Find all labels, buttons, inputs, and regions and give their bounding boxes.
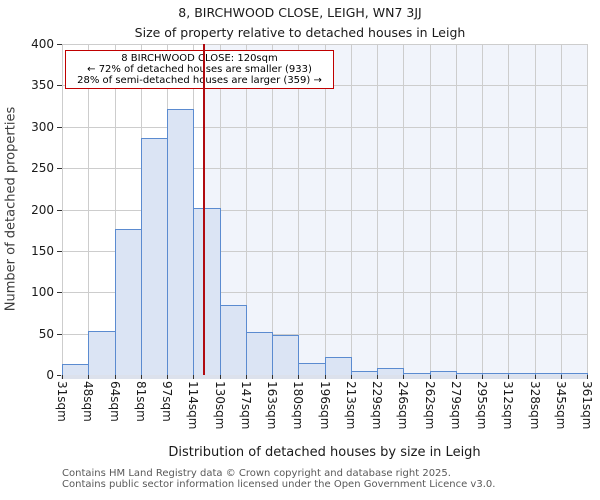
v-gridline <box>324 44 326 375</box>
x-tick-text: 147sqm <box>238 381 253 430</box>
footer: Contains HM Land Registry data © Crown c… <box>62 468 495 490</box>
histogram-bar <box>219 305 247 375</box>
x-tick-text: 279sqm <box>448 381 463 430</box>
x-tick-text: 246sqm <box>396 381 411 430</box>
v-gridline <box>587 44 588 375</box>
x-tick-text: 114sqm <box>186 381 201 430</box>
histogram-bar <box>140 138 168 375</box>
plot-area <box>61 44 588 379</box>
x-axis-label: Distribution of detached houses by size … <box>168 445 481 460</box>
v-gridline <box>534 44 536 375</box>
x-tick-text: 97sqm <box>160 381 174 422</box>
y-tick-label: 50 <box>38 326 54 341</box>
x-tick-text: 130sqm <box>212 381 227 430</box>
annotation-line-3: 28% of semi-detached houses are larger (… <box>77 75 322 86</box>
x-tick-text: 48sqm <box>81 381 96 422</box>
y-tick-label: 350 <box>31 78 54 93</box>
annotation-box: 8 BIRCHWOOD CLOSE: 120sqm ← 72% of detac… <box>65 50 334 89</box>
histogram-bar <box>167 109 195 375</box>
x-tick-text: 328sqm <box>527 381 542 430</box>
x-tick-text: 163sqm <box>265 381 279 430</box>
v-gridline <box>272 44 273 375</box>
histogram-bar <box>377 368 405 375</box>
x-tick-text: 295sqm <box>475 381 489 430</box>
x-tick-text: 180sqm <box>291 381 306 430</box>
histogram-bar <box>88 331 116 375</box>
v-gridline <box>88 44 90 375</box>
histogram-bar <box>298 363 326 375</box>
v-gridline <box>377 44 378 375</box>
x-tick-text: 81sqm <box>133 381 148 422</box>
y-axis-label: Number of detached properties <box>3 106 19 312</box>
x-tick-text: 312sqm <box>501 381 516 430</box>
v-gridline <box>429 44 431 375</box>
v-gridline <box>482 44 483 375</box>
y-tick-label: 0 <box>46 368 54 382</box>
histogram-bar <box>193 208 221 375</box>
histogram-bar <box>324 357 352 375</box>
v-gridline <box>298 44 300 375</box>
histogram-bar <box>560 373 588 375</box>
annotation-line-1: 8 BIRCHWOOD CLOSE: 120sqm <box>121 53 278 64</box>
footer-line-1: Contains HM Land Registry data © Crown c… <box>62 468 451 479</box>
v-gridline <box>114 44 116 375</box>
v-gridline <box>62 44 63 375</box>
x-tick-text: 229sqm <box>370 381 384 430</box>
x-tick-text: 262sqm <box>422 381 437 430</box>
histogram-bar <box>245 332 273 375</box>
x-tick-text: 213sqm <box>343 381 358 430</box>
chart-title: 8, BIRCHWOOD CLOSE, LEIGH, WN7 3JJ <box>178 5 422 20</box>
v-gridline <box>350 44 352 375</box>
v-gridline <box>403 44 405 375</box>
x-tick-text: 361sqm <box>580 381 594 430</box>
histogram-bar <box>62 364 90 375</box>
histogram-bar <box>114 229 142 375</box>
x-tick-text: 345sqm <box>553 381 568 430</box>
x-tick-text: 64sqm <box>107 381 122 422</box>
x-tick-text: 31sqm <box>55 381 69 422</box>
histogram-bar <box>272 335 300 375</box>
property-marker-line <box>202 44 205 375</box>
chart-subtitle: Size of property relative to detached ho… <box>134 25 466 40</box>
annotation-line-2: ← 72% of detached houses are smaller (93… <box>87 64 312 75</box>
v-gridline <box>560 44 562 375</box>
v-gridline <box>245 44 247 375</box>
v-gridline <box>508 44 510 375</box>
footer-line-2: Contains public sector information licen… <box>62 479 496 490</box>
x-tick-text: 196sqm <box>317 381 332 430</box>
v-gridline <box>455 44 457 375</box>
x-axis-line <box>61 375 588 379</box>
